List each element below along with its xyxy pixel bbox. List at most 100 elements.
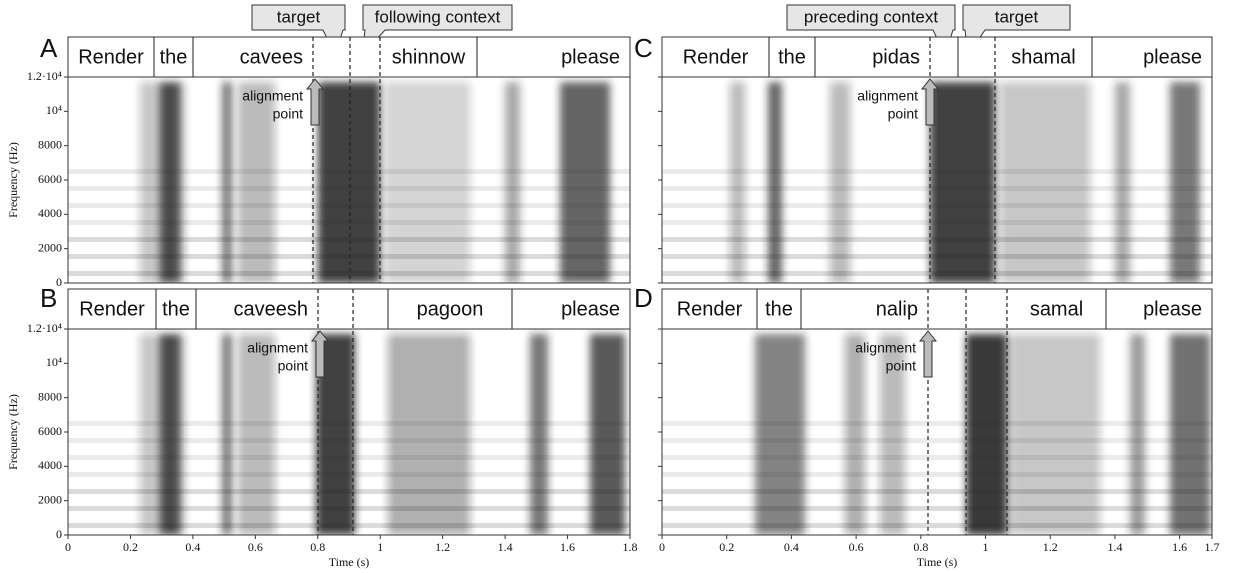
word-tier [67, 36, 631, 78]
energy-region [160, 82, 180, 283]
y-tick-label: 2000 [38, 240, 62, 254]
word: the [765, 298, 793, 320]
y-tick-label: 0 [56, 275, 62, 289]
word: please [1143, 46, 1202, 68]
x-tick-label: 0.6 [248, 540, 263, 554]
formant-band [662, 421, 1212, 426]
annotation: point [278, 358, 308, 374]
callout-label: following context [375, 7, 501, 26]
energy-region [590, 334, 625, 535]
x-tick-label: 1.4 [498, 540, 513, 554]
word: Render [78, 46, 144, 68]
spectrogram [68, 82, 630, 283]
energy-region [830, 82, 850, 283]
word: nalip [876, 298, 918, 320]
word: cavees [240, 46, 303, 68]
word: shamal [1011, 46, 1075, 68]
word: pagoon [417, 298, 484, 320]
x-tick-label: 0.8 [913, 540, 928, 554]
alignment-arrow [305, 78, 325, 126]
y-tick-label: 10⁴ [46, 355, 62, 369]
word: Render [683, 46, 749, 68]
x-axis-label: Time (s) [329, 555, 370, 569]
y-tick-label: 4000 [38, 206, 62, 220]
panel-letter: D [634, 283, 653, 313]
panel-letter: B [40, 283, 57, 313]
energy-region [1170, 82, 1200, 283]
x-tick-label: 0.4 [784, 540, 799, 554]
formant-band [662, 438, 1212, 443]
spectrogram [662, 334, 1212, 535]
word: the [778, 46, 806, 68]
annotation: point [888, 106, 918, 122]
word: caveesh [234, 298, 309, 320]
annotation: alignment [242, 88, 303, 104]
energy-region [318, 82, 380, 283]
energy-region [880, 334, 905, 535]
alignment-arrow [920, 78, 940, 126]
x-tick-label: 0.2 [123, 540, 138, 554]
x-tick-label: 0.2 [719, 540, 734, 554]
x-tick-label: 0.8 [310, 540, 325, 554]
y-tick-label: 1.2·10⁴ [27, 69, 62, 83]
callout-label: target [995, 7, 1039, 26]
energy-region [1130, 334, 1145, 535]
energy [140, 82, 610, 283]
word: please [561, 46, 620, 68]
x-tick-label: 1.6 [1172, 540, 1187, 554]
plot-frame [661, 328, 1213, 536]
energy-region [160, 334, 180, 535]
y-tick-label: 6000 [38, 172, 62, 186]
x-tick-label: 1 [983, 540, 989, 554]
energy-region [930, 82, 995, 283]
word: please [561, 298, 620, 320]
energy-region [388, 334, 470, 535]
x-tick-label: 0 [65, 540, 71, 554]
energy-region [222, 82, 232, 283]
annotation: alignment [857, 88, 918, 104]
annotation: alignment [247, 340, 308, 356]
energy-region [730, 82, 745, 283]
annotation: alignment [855, 340, 916, 356]
word-tier [661, 288, 1213, 330]
energy-region [1170, 334, 1210, 535]
x-tick-label: 0 [659, 540, 665, 554]
word-tier [661, 36, 1213, 78]
energy [140, 334, 625, 535]
energy-region [1010, 334, 1100, 535]
energy-region [1000, 82, 1090, 283]
word: pidas [872, 46, 920, 68]
formant-band [662, 489, 1212, 494]
x-tick-label: 1.4 [1107, 540, 1122, 554]
energy-region [845, 334, 865, 535]
formant-band [662, 506, 1212, 511]
y-tick-label: 8000 [38, 389, 62, 403]
x-tick-label: 1 [377, 540, 383, 554]
spectrogram [68, 334, 630, 535]
annotation: point [273, 106, 303, 122]
x-tick-label: 1.6 [560, 540, 575, 554]
energy-region [966, 334, 1007, 535]
y-tick-label: 1.2·10⁴ [27, 321, 62, 335]
callout-label: preceding context [804, 7, 938, 26]
energy-region [238, 334, 275, 535]
energy-region [755, 334, 805, 535]
annotation: point [886, 358, 916, 374]
x-tick-label: 1.7 [1205, 540, 1220, 554]
energy-region [385, 82, 470, 283]
word-tier [67, 288, 631, 330]
energy-region [560, 82, 610, 283]
word: the [162, 298, 190, 320]
y-tick-label: 2000 [38, 492, 62, 506]
y-tick-label: 0 [56, 527, 62, 541]
word: shinnow [392, 46, 466, 68]
spectrogram [662, 82, 1212, 283]
energy-region [505, 82, 520, 283]
y-tick-label: 8000 [38, 137, 62, 151]
energy [755, 334, 1210, 535]
formant-band [662, 455, 1212, 460]
x-tick-label: 1.2 [1043, 540, 1058, 554]
x-axis-label: Time (s) [917, 555, 958, 569]
energy-region [530, 334, 548, 535]
